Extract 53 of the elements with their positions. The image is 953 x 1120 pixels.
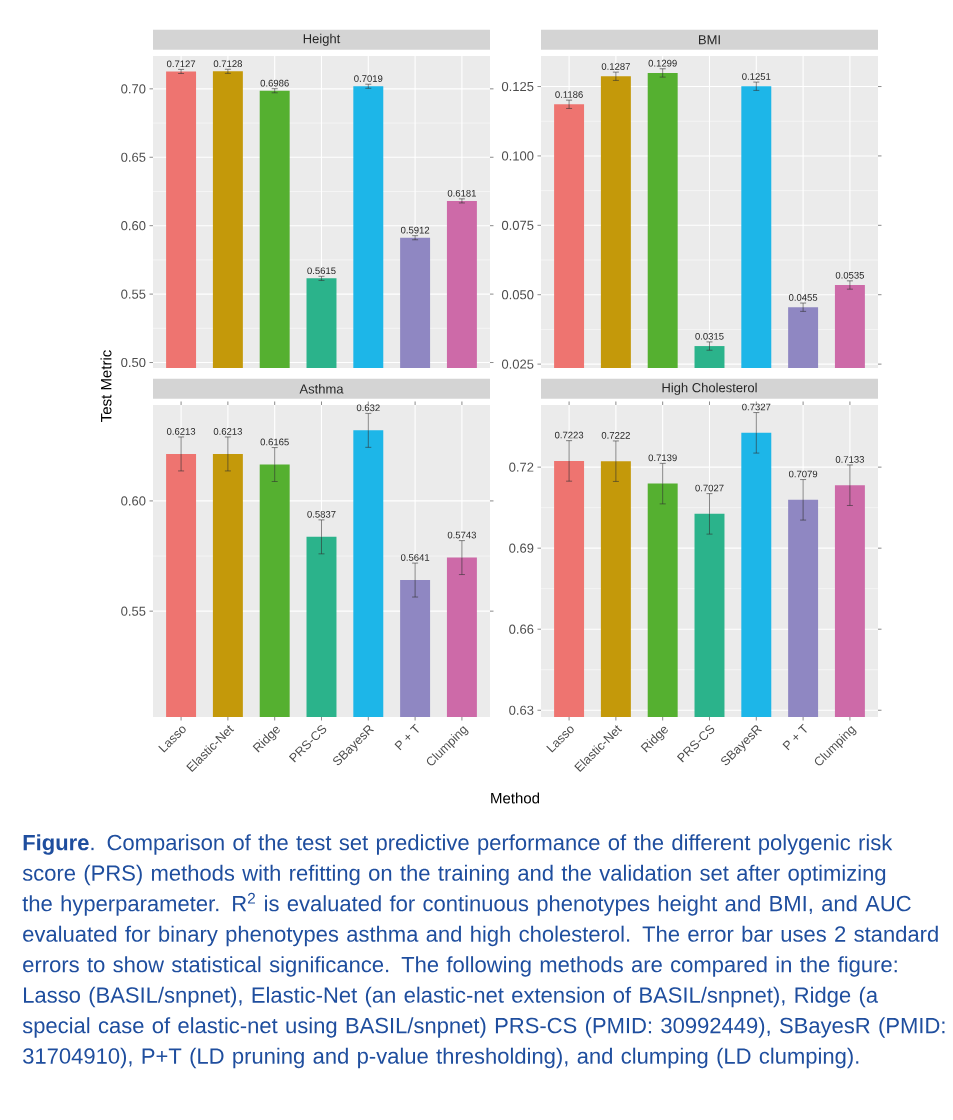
data-label: 0.1287	[601, 63, 630, 70]
data-label: 0.7019	[354, 75, 383, 82]
data-label: 0.632	[356, 404, 380, 412]
data-label: 0.5641	[400, 554, 430, 561]
data-label: 0.5743	[447, 531, 477, 539]
data-label: 0.7222	[601, 432, 630, 439]
y-tick-label: 0.100	[501, 151, 534, 161]
data-label: 0.7133	[835, 456, 865, 463]
data-label: 0.6213	[213, 428, 242, 435]
y-tick-label: 0.60	[121, 496, 146, 506]
y-tick-label: 0.050	[501, 290, 534, 300]
data-label: 0.0455	[788, 294, 818, 301]
data-label: 0.6165	[260, 438, 289, 446]
y-tick-label: 0.66	[509, 624, 534, 634]
y-tick-label: 0.55	[121, 289, 146, 299]
y-tick-label: 0.60	[121, 221, 146, 231]
data-label: 0.0315	[695, 332, 724, 340]
y-tick-label: 0.63	[509, 705, 534, 715]
data-label: 0.0535	[835, 271, 865, 279]
data-label: 0.7027	[695, 484, 724, 492]
y-axis-title: Test Metric	[100, 350, 112, 422]
data-label: 0.7079	[788, 470, 818, 478]
data-label: 0.5837	[307, 510, 336, 518]
text: Figure. Comparison of the test set predictive performance of the different polygenic risk score (PRS) methods with refitting on the training and the validation set after optimizing the hyperparameter. R$^{2}$ is evaluated for continuous phenotypes height and BMI, and AUC evaluated for binary phenotypes asthma and high cholesterol. The error bar uses 2 standard errors to show statistical significance. The following methods are compared in the figure: Lasso (BASIL/snpnet), Elastic-Net (an elastic-net extension of BASIL/snpnet), Ridge (a special case of elastic-net using BASIL/snpnet) PRS-CS (PMID: 30992449), SBayesR (PMID: 31704910), P+T (LD pruning and p-value thresholding), and clumping (LD clumping).	[22, 834, 945, 1069]
data-label: 0.7327	[742, 403, 771, 411]
y-tick-label: 0.65	[121, 152, 146, 162]
chart-title: High Cholesterol	[662, 382, 757, 395]
y-tick-label: 0.125	[501, 81, 534, 92]
x-tick-label: P + T	[394, 723, 419, 751]
chart-title: Asthma	[299, 384, 344, 394]
data-label: 0.1251	[742, 73, 771, 80]
y-tick-label: 0.70	[121, 84, 146, 94]
data-label: 0.5912	[400, 226, 430, 234]
data-label: 0.7128	[213, 60, 242, 68]
data-label: 0.1186	[555, 91, 583, 98]
x-tick-label: P + T	[782, 723, 807, 751]
data-label: 0.6213	[166, 428, 196, 435]
chart-title: Height	[303, 33, 341, 46]
data-label: 0.7127	[166, 60, 196, 68]
data-label: 0.5615	[307, 267, 336, 275]
x-axis-title: Method	[491, 792, 540, 804]
y-tick-label: 0.69	[509, 543, 534, 553]
y-tick-label: 0.50	[121, 357, 146, 368]
data-label: 0.6181	[447, 189, 476, 197]
data-label: 0.1299	[648, 59, 677, 67]
y-tick-label: 0.72	[509, 462, 534, 472]
y-tick-label: 0.075	[501, 220, 534, 230]
chart-title: BMI	[699, 35, 720, 45]
data-label: 0.7223	[554, 431, 584, 439]
y-tick-label: 0.55	[121, 606, 146, 616]
y-tick-label: 0.025	[501, 359, 534, 369]
data-label: 0.7139	[648, 454, 677, 462]
data-label: 0.6986	[260, 79, 289, 87]
